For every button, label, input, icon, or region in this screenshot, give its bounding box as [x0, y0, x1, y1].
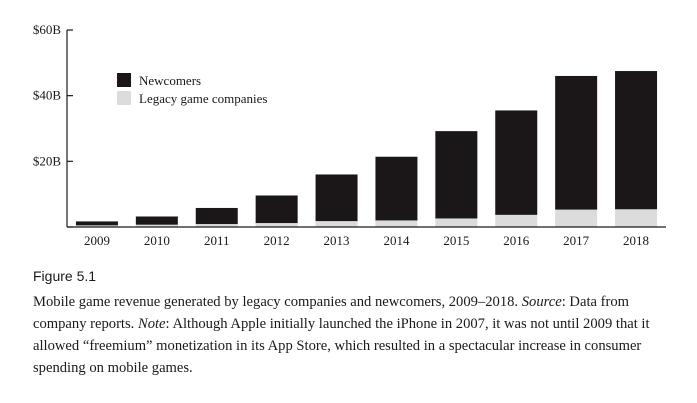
bar-newcomers-2009 [75, 221, 118, 226]
legend-swatch-newcomers [117, 73, 131, 87]
bar-legacy-2014 [375, 220, 418, 227]
legend-label-legacy: Legacy game companies [139, 91, 268, 106]
y-tick-label: $40B [33, 88, 62, 103]
legend: Newcomers Legacy game companies [117, 73, 268, 106]
legend-swatch-legacy [117, 91, 131, 105]
x-tick-label: 2010 [144, 233, 170, 248]
bar-newcomers-2016 [495, 110, 538, 215]
caption-note-label: Note [137, 316, 166, 332]
x-tick-label: 2011 [204, 233, 230, 248]
bar-newcomers-2015 [435, 131, 478, 219]
x-tick-label: 2012 [264, 233, 290, 248]
caption-main: Mobile game revenue generated by legacy … [33, 294, 522, 310]
bar-newcomers-2012 [255, 195, 298, 224]
y-axis: $20B $40B $60B [33, 22, 73, 228]
bar-legacy-2015 [435, 218, 478, 227]
x-tick-label: 2016 [503, 233, 530, 248]
x-axis: 2009 2010 2011 2012 2013 2014 2015 2016 2017 2018 [67, 226, 666, 248]
bar-newcomers-2013 [315, 174, 358, 222]
bar-legacy-2018 [615, 209, 658, 227]
caption-source-label: Source [521, 294, 562, 310]
bar-newcomers-2014 [375, 156, 418, 221]
bar-legacy-2013 [315, 221, 358, 227]
legend-label-newcomers: Newcomers [139, 73, 201, 88]
y-tick-label: $20B [33, 153, 62, 168]
bar-legacy-2009 [75, 225, 118, 227]
figure-label: Figure 5.1 [33, 268, 97, 284]
x-tick-label: 2014 [383, 233, 410, 248]
bar-legacy-2016 [495, 214, 538, 227]
caption-source-text: : Data from company reports. [33, 294, 629, 332]
bar-newcomers-2018 [615, 71, 658, 210]
bar-legacy-2010 [135, 224, 178, 227]
x-tick-label: 2013 [324, 233, 350, 248]
x-tick-label: 2017 [563, 233, 590, 248]
bar-newcomers-2017 [555, 75, 598, 210]
x-tick-label: 2009 [84, 233, 110, 248]
bar-legacy-2012 [255, 223, 298, 227]
y-tick-label: $60B [33, 22, 62, 37]
caption-note-text: : Although Apple initially launched the … [33, 316, 650, 376]
bar-newcomers-2011 [195, 207, 238, 225]
x-tick-label: 2018 [623, 233, 649, 248]
revenue-bar-chart: $20B $40B $60B 2009 2010 2011 2012 2013 2014 201… [33, 22, 666, 248]
bar-newcomers-2010 [135, 216, 178, 225]
bar-group [75, 71, 658, 227]
figure-caption: Mobile game revenue generated by legacy … [33, 291, 673, 379]
bar-legacy-2011 [195, 224, 238, 227]
bar-legacy-2017 [555, 209, 598, 227]
x-tick-label: 2015 [443, 233, 469, 248]
